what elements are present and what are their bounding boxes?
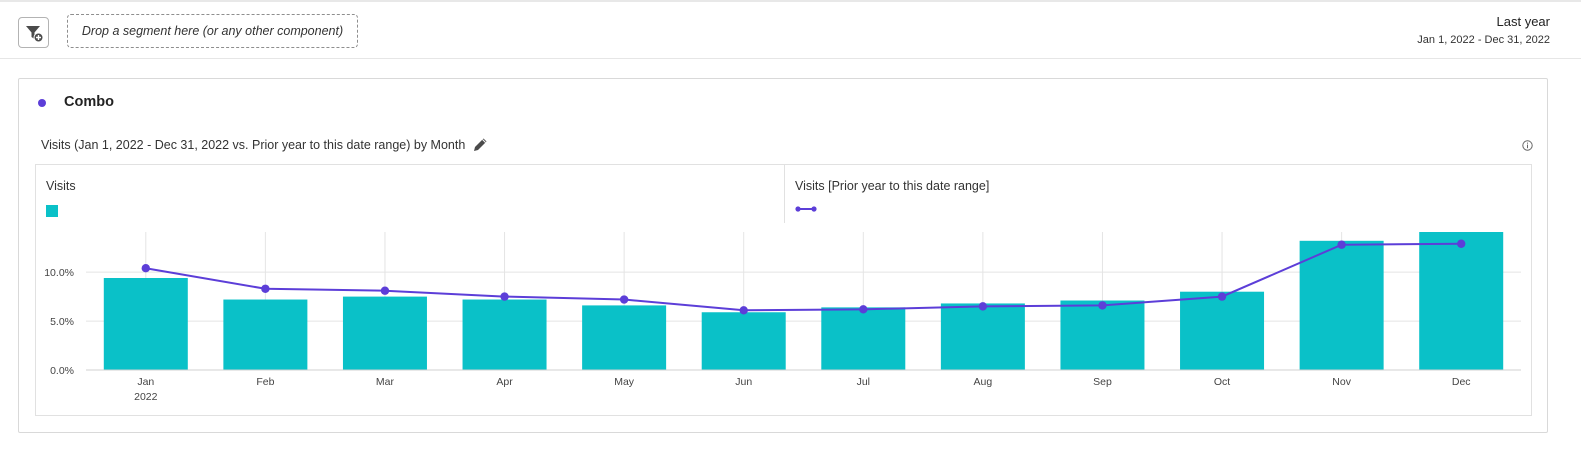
bar — [821, 307, 906, 370]
bar — [462, 299, 547, 370]
line-point — [619, 295, 629, 304]
bar — [1180, 291, 1265, 370]
legend-item-prior-year[interactable]: Visits [Prior year to this date range] — [795, 177, 989, 213]
line-point — [859, 305, 868, 314]
line-point — [1098, 301, 1107, 310]
y-tick-label: 0.0% — [50, 365, 74, 377]
visualization-title: Visits (Jan 1, 2022 - Dec 31, 2022 vs. P… — [41, 138, 466, 152]
x-tick-label: Jun — [735, 376, 752, 388]
pencil-icon[interactable] — [472, 136, 489, 158]
combo-chart: 0.0% 5.0% 10.0% Jan Feb Mar Apr May Jun Jul Aug Sep… — [44, 232, 1521, 403]
x-tick-label: Dec — [1452, 376, 1471, 388]
x-tick-label: May — [614, 376, 635, 388]
legend-swatch-line — [795, 206, 817, 212]
date-range-title: Last year — [1496, 14, 1550, 29]
date-range-selector[interactable]: Last year Jan 1, 2022 - Dec 31, 2022 — [1417, 14, 1550, 47]
x-tick-label: Jul — [857, 376, 870, 388]
y-tick-label: 10.0% — [44, 267, 74, 279]
bar — [701, 312, 786, 370]
panel-title[interactable]: Combo — [64, 94, 114, 110]
bar — [940, 303, 1025, 370]
x-tick-label: Jan — [137, 376, 154, 388]
bar — [223, 299, 308, 370]
top-toolbar: Drop a segment here (or any other compon… — [0, 0, 1581, 59]
panel-status-dot — [38, 99, 46, 107]
y-tick-label: 5.0% — [50, 316, 74, 328]
date-range-value: Jan 1, 2022 - Dec 31, 2022 — [1417, 34, 1550, 46]
line-point — [978, 302, 988, 311]
legend-swatch-bar — [46, 205, 58, 217]
bar — [342, 296, 427, 370]
legend-divider — [784, 165, 785, 223]
bar — [582, 305, 667, 370]
x-tick-sublabel: 2022 — [134, 391, 158, 403]
bar — [1299, 240, 1384, 370]
combo-panel: Combo Visits (Jan 1, 2022 - Dec 31, 2022… — [18, 78, 1548, 433]
info-icon[interactable] — [1522, 138, 1533, 156]
bar — [1419, 232, 1504, 370]
x-tick-label: Apr — [496, 376, 513, 388]
line-point — [1217, 292, 1227, 301]
line-point — [1457, 239, 1466, 248]
bar — [1060, 300, 1145, 370]
filter-add-icon — [26, 26, 44, 43]
line-point — [1337, 240, 1346, 249]
line-point — [500, 292, 509, 301]
legend-label-prior-year: Visits [Prior year to this date range] — [795, 179, 990, 193]
x-tick-label: Oct — [1214, 376, 1230, 388]
add-filter-button[interactable] — [18, 17, 49, 48]
line-point — [261, 284, 270, 293]
series-line — [145, 242, 1462, 312]
x-tick-label: Mar — [376, 376, 395, 388]
line-point — [380, 286, 390, 295]
legend-label-visits: Visits — [46, 179, 76, 193]
x-tick-label: Sep — [1093, 376, 1112, 388]
line-point — [141, 264, 150, 273]
chart-container: Visits Visits [Prior year to this date r… — [35, 164, 1532, 416]
legend-item-visits[interactable]: Visits — [46, 177, 76, 217]
segment-dropzone[interactable]: Drop a segment here (or any other compon… — [67, 14, 358, 48]
x-tick-label: Aug — [974, 376, 993, 388]
bar — [103, 278, 188, 370]
x-tick-label: Nov — [1332, 376, 1351, 388]
line-point — [739, 306, 748, 315]
x-tick-label: Feb — [256, 376, 274, 388]
